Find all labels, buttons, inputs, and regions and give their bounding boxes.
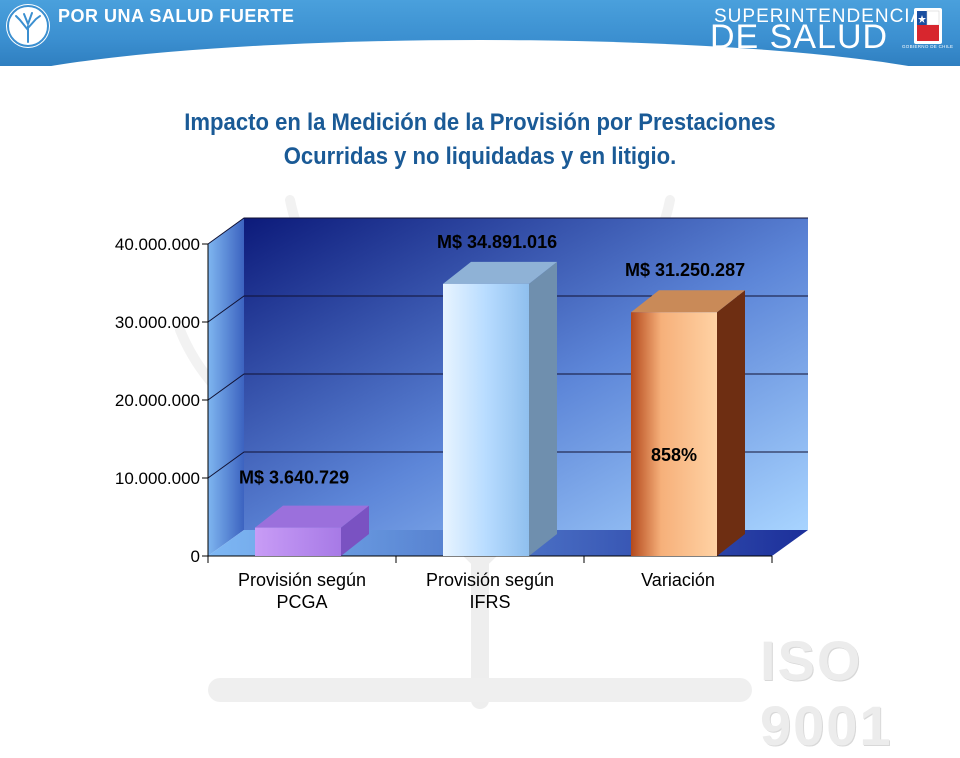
data-label: M$ 3.640.729 bbox=[239, 468, 349, 488]
chart-gridlines bbox=[207, 217, 808, 479]
y-tick-label: 40.000.000 bbox=[115, 235, 200, 254]
bar bbox=[631, 290, 745, 556]
bar-front bbox=[631, 312, 717, 556]
bar-side bbox=[529, 261, 557, 556]
y-tick-label: 20.000.000 bbox=[115, 391, 200, 410]
x-category-label: IFRS bbox=[469, 592, 510, 612]
gridline bbox=[207, 217, 808, 245]
gridline bbox=[207, 373, 808, 401]
org-name-line1: SUPERINTENDENCIA bbox=[714, 6, 925, 27]
x-category-label: Variación bbox=[641, 570, 715, 590]
gridline bbox=[207, 295, 808, 323]
title-line-1: Impacto en la Medición de la Provisión p… bbox=[184, 109, 776, 136]
gridline bbox=[207, 451, 808, 479]
variation-annotation: 858% bbox=[651, 445, 697, 465]
chart-bars bbox=[255, 261, 745, 556]
government-logo-icon bbox=[914, 8, 942, 44]
bar-side bbox=[341, 505, 369, 556]
slide-title: Impacto en la Medición de la Provisión p… bbox=[38, 106, 921, 174]
title-line-2: Ocurridas y no liquidadas y en litigio. bbox=[283, 143, 677, 170]
data-label: M$ 34.891.016 bbox=[437, 232, 557, 252]
tree-logo-icon bbox=[6, 4, 50, 48]
bar-top bbox=[631, 290, 745, 313]
chart-labels: 0 10.000.000 20.000.000 30.000.000 40.000.00… bbox=[115, 232, 745, 612]
y-tick-label: 10.000.000 bbox=[115, 469, 200, 488]
bar-side bbox=[717, 290, 745, 556]
bar bbox=[255, 505, 369, 556]
government-label: GOBIERNO DE CHILE bbox=[902, 44, 954, 49]
bar-front bbox=[255, 527, 341, 556]
org-name-line2: DE SALUD bbox=[710, 18, 889, 56]
bar-top bbox=[443, 261, 557, 284]
bar bbox=[443, 261, 557, 556]
data-label: M$ 31.250.287 bbox=[625, 260, 745, 280]
bar-top bbox=[255, 505, 369, 528]
x-category-label: Provisión según bbox=[426, 570, 554, 590]
y-tick-label: 0 bbox=[191, 547, 200, 566]
y-tick-label: 30.000.000 bbox=[115, 313, 200, 332]
x-category-label: Provisión según bbox=[238, 570, 366, 590]
bar-chart: 0 10.000.000 20.000.000 30.000.000 40.000.00… bbox=[115, 217, 808, 612]
slogan-text: POR UNA SALUD FUERTE bbox=[58, 6, 295, 26]
bar-front bbox=[443, 283, 529, 556]
x-category-label: PCGA bbox=[276, 592, 327, 612]
